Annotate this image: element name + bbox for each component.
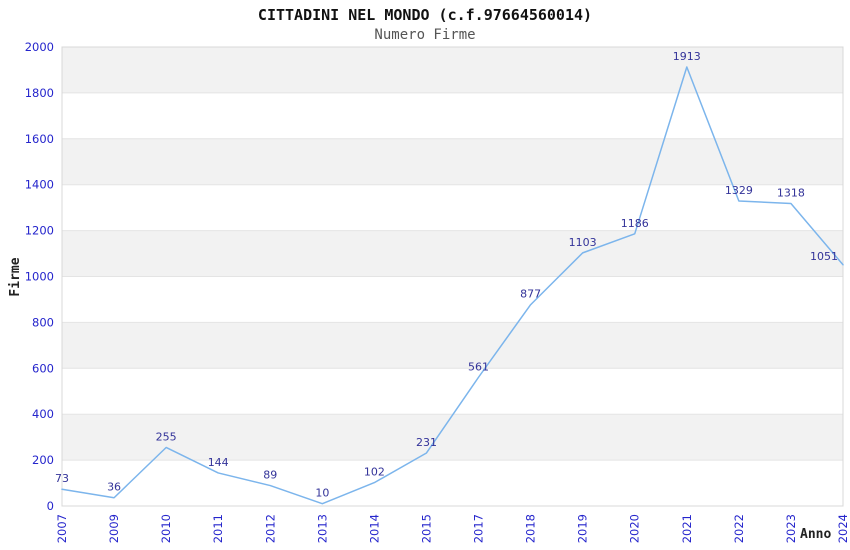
- data-label: 36: [107, 481, 121, 494]
- y-tick-label: 600: [32, 361, 54, 375]
- x-tick-label: 2012: [263, 514, 277, 543]
- x-tick-label: 2009: [107, 514, 121, 543]
- y-tick-label: 2000: [25, 40, 54, 54]
- data-label: 102: [364, 466, 385, 479]
- data-label: 10: [315, 487, 329, 500]
- y-axis-labels: 0 200 400 600 800 1000 1200 1400 1600 1800 2000: [25, 40, 54, 513]
- x-tick-label: 2018: [524, 514, 538, 543]
- data-label: 1186: [621, 217, 649, 230]
- data-label: 1318: [777, 187, 805, 200]
- y-tick-label: 1200: [25, 224, 54, 238]
- data-label: 1051: [810, 250, 838, 263]
- y-tick-label: 1000: [25, 270, 54, 284]
- x-axis-title: Anno: [800, 527, 832, 542]
- chart-subtitle: Numero Firme: [374, 27, 476, 43]
- x-tick-label: 2021: [680, 514, 694, 543]
- y-tick-label: 800: [32, 315, 54, 329]
- data-label: 1913: [673, 50, 701, 63]
- x-tick-label: 2013: [315, 514, 329, 543]
- y-axis-title: Firme: [8, 257, 24, 297]
- data-label: 1103: [569, 236, 597, 249]
- x-tick-label: 2015: [419, 514, 433, 543]
- plot-band: [62, 230, 843, 277]
- data-label: 1329: [725, 184, 753, 197]
- x-tick-label: 2011: [211, 514, 225, 543]
- x-tick-label: 2019: [576, 514, 590, 543]
- x-tick-label: 2007: [55, 514, 69, 543]
- data-label: 73: [55, 472, 69, 485]
- data-label: 877: [520, 288, 541, 301]
- plot-border: [61, 46, 844, 507]
- data-label: 231: [416, 436, 437, 449]
- y-tick-label: 1800: [25, 86, 54, 100]
- x-tick-label: 2010: [159, 514, 173, 543]
- y-tick-label: 400: [32, 407, 54, 421]
- series-line: [61, 66, 844, 505]
- y-tick-label: 1400: [25, 178, 54, 192]
- x-tick-label: 2014: [367, 514, 381, 543]
- plot-band: [62, 138, 843, 185]
- plot-band: [62, 47, 843, 93]
- y-tick-label: 200: [32, 453, 54, 467]
- x-tick-label: 2022: [732, 514, 746, 543]
- chart-title: CITTADINI NEL MONDO (c.f.97664560014): [257, 6, 593, 24]
- x-tick-label: 2020: [628, 514, 642, 543]
- data-label: 144: [208, 456, 229, 469]
- y-tick-label: 0: [47, 499, 54, 513]
- data-labels: 73 36 255 144 89 10 102 231 561 877 1103 1186 1913 13…: [55, 50, 838, 500]
- x-tick-label: 2017: [472, 514, 486, 543]
- data-label: 561: [468, 360, 489, 373]
- x-tick-label: 2024: [836, 514, 850, 543]
- plot-bands: [62, 47, 843, 461]
- data-label: 89: [263, 469, 277, 482]
- x-tick-label: 2023: [784, 514, 798, 543]
- plot-band: [62, 414, 843, 461]
- y-tick-label: 1600: [25, 132, 54, 146]
- plot-band: [62, 322, 843, 369]
- data-label: 255: [156, 430, 177, 443]
- x-axis-labels: 2007 2009 2010 2011 2012 2013 2014 2015 2017 2018…: [55, 514, 850, 543]
